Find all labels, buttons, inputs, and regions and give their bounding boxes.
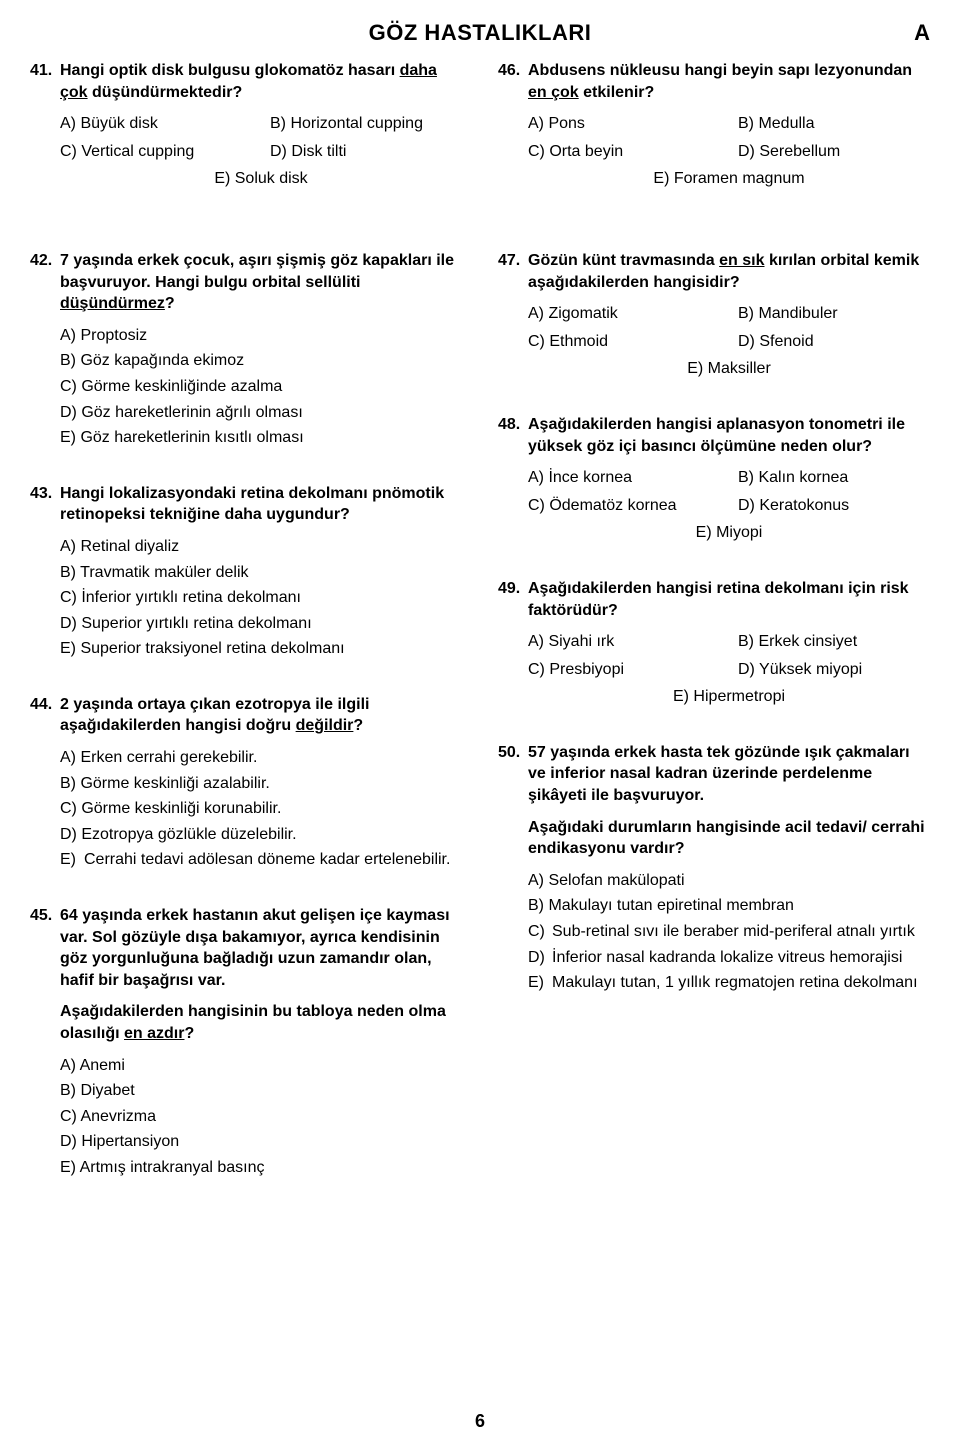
option-b: B) Travmatik maküler delik <box>60 562 462 584</box>
option-b: B) Diyabet <box>60 1080 462 1102</box>
option-d: D) Keratokonus <box>738 495 930 517</box>
question-45: 45. 64 yaşında erkek hastanın akut geliş… <box>30 905 462 1179</box>
two-columns: 41. Hangi optik disk bulgusu glokomatöz … <box>30 60 930 1213</box>
question-46: 46. Abdusens nükleusu hangi beyin sapı l… <box>498 60 930 190</box>
option-c: C) Ethmoid <box>528 331 720 353</box>
question-number: 50. <box>498 742 528 764</box>
question-number: 49. <box>498 578 528 600</box>
option-a: A) Proptosiz <box>60 325 462 347</box>
question-number: 43. <box>30 483 60 505</box>
option-b: B) Erkek cinsiyet <box>738 631 930 653</box>
option-e: E) Soluk disk <box>60 168 462 190</box>
option-a: A) Retinal diyaliz <box>60 536 462 558</box>
question-title: Hangi optik disk bulgusu glokomatöz hasa… <box>60 60 462 103</box>
question-subtitle: Aşağıdakilerden hangisinin bu tabloya ne… <box>60 1001 462 1044</box>
option-b: B) Göz kapağında ekimoz <box>60 350 462 372</box>
option-c: C) Presbiyopi <box>528 659 720 681</box>
option-d: D) Yüksek miyopi <box>738 659 930 681</box>
question-48: 48. Aşağıdakilerden hangisi aplanasyon t… <box>498 414 930 544</box>
option-a: A) Selofan makülopati <box>528 870 930 892</box>
question-title: 57 yaşında erkek hasta tek gözünde ışık … <box>528 742 930 807</box>
question-41: 41. Hangi optik disk bulgusu glokomatöz … <box>30 60 462 190</box>
question-title: 2 yaşında ortaya çıkan ezotropya ile ilg… <box>60 694 462 737</box>
question-50: 50. 57 yaşında erkek hasta tek gözünde ı… <box>498 742 930 994</box>
option-d: D) Serebellum <box>738 141 930 163</box>
option-b: B) Kalın kornea <box>738 467 930 489</box>
option-d: D) Ezotropya gözlükle düzelebilir. <box>60 824 462 846</box>
question-number: 45. <box>30 905 60 927</box>
option-d-text: İnferior nasal kadranda lokalize vitreus… <box>552 947 902 969</box>
option-e: E) Artmış intrakranyal basınç <box>60 1157 462 1179</box>
option-e: E) Maksiller <box>528 358 930 380</box>
option-c: C) Vertical cupping <box>60 141 252 163</box>
right-column: 46. Abdusens nükleusu hangi beyin sapı l… <box>498 60 930 1213</box>
option-a: A) Anemi <box>60 1055 462 1077</box>
option-e-text: Makulayı tutan, 1 yıllık regmatojen reti… <box>552 972 918 994</box>
question-title: Gözün künt travmasında en sık kırılan or… <box>528 250 930 293</box>
option-d: D) Disk tilti <box>270 141 462 163</box>
question-number: 44. <box>30 694 60 716</box>
option-d: D) Göz hareketlerinin ağrılı olması <box>60 402 462 424</box>
option-c: C) İnferior yırtıklı retina dekolmanı <box>60 587 462 609</box>
option-e-text: Cerrahi tedavi adölesan döneme kadar ert… <box>84 849 450 871</box>
question-title: Hangi lokalizasyondaki retina dekolmanı … <box>60 483 462 526</box>
option-a: A) İnce kornea <box>528 467 720 489</box>
option-b: B) Makulayı tutan epiretinal membran <box>528 895 930 917</box>
question-subtitle: Aşağıdaki durumların hangisinde acil ted… <box>528 817 930 860</box>
option-c: C) Görme keskinliği korunabilir. <box>60 798 462 820</box>
page-title: GÖZ HASTALIKLARI <box>369 20 592 46</box>
option-d: D) Superior yırtıklı retina dekolmanı <box>60 613 462 635</box>
question-43: 43. Hangi lokalizasyondaki retina dekolm… <box>30 483 462 660</box>
option-d: D) Sfenoid <box>738 331 930 353</box>
option-c: C) Ödematöz kornea <box>528 495 720 517</box>
question-47: 47. Gözün künt travmasında en sık kırıla… <box>498 250 930 380</box>
option-e: E) Foramen magnum <box>528 168 930 190</box>
option-a: A) Siyahi ırk <box>528 631 720 653</box>
question-title: 7 yaşında erkek çocuk, aşırı şişmiş göz … <box>60 250 462 315</box>
option-a: A) Büyük disk <box>60 113 252 135</box>
left-column: 41. Hangi optik disk bulgusu glokomatöz … <box>30 60 462 1213</box>
question-title: 64 yaşında erkek hastanın akut gelişen i… <box>60 905 462 991</box>
option-b: B) Horizontal cupping <box>270 113 462 135</box>
question-number: 47. <box>498 250 528 272</box>
option-e: E) Göz hareketlerinin kısıtlı olması <box>60 427 462 449</box>
question-number: 48. <box>498 414 528 436</box>
question-number: 46. <box>498 60 528 82</box>
question-49: 49. Aşağıdakilerden hangisi retina dekol… <box>498 578 930 708</box>
option-a: A) Pons <box>528 113 720 135</box>
option-e: E) Superior traksiyonel retina dekolmanı <box>60 638 462 660</box>
question-44: 44. 2 yaşında ortaya çıkan ezotropya ile… <box>30 694 462 871</box>
exam-page: GÖZ HASTALIKLARI A 41. Hangi optik disk … <box>0 0 960 1442</box>
option-b: B) Görme keskinliği azalabilir. <box>60 773 462 795</box>
question-42: 42. 7 yaşında erkek çocuk, aşırı şişmiş … <box>30 250 462 449</box>
page-header: GÖZ HASTALIKLARI A <box>30 20 930 46</box>
page-number: 6 <box>475 1411 485 1432</box>
option-e: E) Miyopi <box>528 522 930 544</box>
option-a: A) Zigomatik <box>528 303 720 325</box>
question-number: 41. <box>30 60 60 82</box>
option-c-text: Sub-retinal sıvı ile beraber mid-perifer… <box>552 921 915 943</box>
question-title: Aşağıdakilerden hangisi aplanasyon tonom… <box>528 414 930 457</box>
question-title: Abdusens nükleusu hangi beyin sapı lezyo… <box>528 60 930 103</box>
question-title: Aşağıdakilerden hangisi retina dekolmanı… <box>528 578 930 621</box>
option-a: A) Erken cerrahi gerekebilir. <box>60 747 462 769</box>
question-number: 42. <box>30 250 60 272</box>
option-b: B) Medulla <box>738 113 930 135</box>
option-b: B) Mandibuler <box>738 303 930 325</box>
option-c: C) Görme keskinliğinde azalma <box>60 376 462 398</box>
option-d: D) Hipertansiyon <box>60 1131 462 1153</box>
option-e: E) Hipermetropi <box>528 686 930 708</box>
option-c: C) Orta beyin <box>528 141 720 163</box>
exam-code: A <box>914 20 930 46</box>
option-c: C) Anevrizma <box>60 1106 462 1128</box>
